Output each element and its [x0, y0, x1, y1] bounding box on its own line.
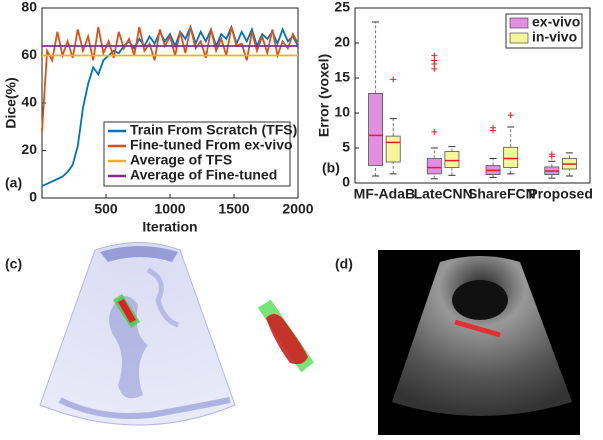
legend-label: Fine-tuned From ex-vivo — [130, 137, 293, 153]
x-tick-label: 1000 — [154, 201, 185, 217]
y-axis-label: Error (voxel) — [316, 54, 332, 137]
x-axis-label: Iteration — [142, 219, 197, 235]
outlier — [490, 124, 497, 131]
box — [444, 151, 460, 169]
y-tick-label: 15 — [334, 69, 350, 85]
y-tick-label: 10 — [334, 104, 350, 120]
x-tick-label: ShareFCN — [468, 186, 536, 202]
legend-label: Train From Scratch (TFS) — [130, 122, 297, 138]
y-tick-label: 20 — [21, 141, 37, 157]
x-tick-label: MF-AdaB — [354, 186, 415, 202]
panel-label: (a) — [5, 175, 22, 191]
y-tick-label: 60 — [21, 46, 37, 62]
data-line — [41, 24, 299, 187]
y-tick-label: 0 — [342, 174, 350, 190]
panel-label: (b) — [322, 160, 340, 176]
ultrasound-3d-image — [39, 242, 314, 426]
y-tick-label: 80 — [21, 0, 37, 15]
box — [368, 93, 384, 166]
x-tick-label: LateCNN — [414, 186, 473, 202]
legend-swatch — [509, 17, 529, 29]
x-tick-label: Proposed — [528, 186, 593, 202]
box — [503, 146, 519, 169]
ultrasound-2d-image — [378, 250, 580, 435]
outlier — [507, 112, 514, 119]
legend-swatch — [509, 32, 529, 44]
x-tick-label: 500 — [94, 201, 118, 217]
plot-area — [354, 7, 591, 184]
y-tick-label: 40 — [21, 94, 37, 110]
legend-label: in-vivo — [532, 29, 577, 45]
panel-label: (d) — [335, 256, 353, 272]
y-tick-label: 0 — [29, 189, 37, 205]
y-axis-label: Dice(%) — [3, 77, 19, 128]
panel-label: (c) — [5, 256, 22, 272]
outlier — [390, 76, 397, 83]
legend-label: Average of TFS — [130, 152, 232, 168]
legend-label: ex-vivo — [532, 14, 580, 30]
y-tick-label: 25 — [334, 0, 350, 15]
box — [385, 135, 401, 163]
box — [426, 158, 442, 175]
y-tick-label: 20 — [334, 34, 350, 50]
y-tick-label: 5 — [342, 139, 350, 155]
outlier — [431, 128, 438, 135]
x-tick-label: 2000 — [282, 201, 313, 217]
legend-label: Average of Fine-tuned — [130, 167, 277, 183]
outlier — [548, 151, 555, 158]
x-tick-label: 1500 — [218, 201, 249, 217]
legend-box — [103, 121, 291, 187]
data-line — [41, 26, 299, 132]
outlier — [431, 52, 438, 59]
